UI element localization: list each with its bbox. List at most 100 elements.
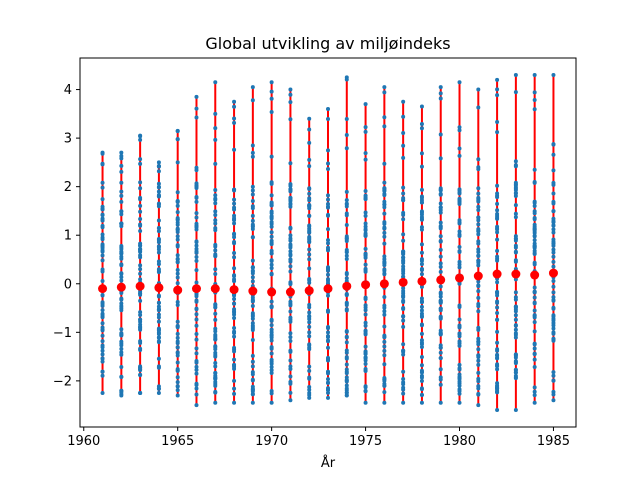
observation-point	[401, 114, 406, 119]
observation-point	[250, 184, 255, 189]
observation-point	[326, 161, 330, 166]
observation-point	[344, 77, 349, 82]
observation-point	[175, 325, 180, 330]
observation-point	[194, 243, 199, 248]
observation-point	[438, 220, 443, 225]
observation-point	[138, 134, 143, 139]
observation-point	[250, 265, 255, 270]
observation-point	[551, 336, 556, 341]
observation-point	[438, 264, 443, 269]
observation-point	[156, 339, 161, 344]
observation-point	[307, 206, 312, 211]
observation-point	[175, 256, 180, 261]
observation-point	[495, 120, 500, 125]
mean-point	[492, 269, 502, 279]
observation-point	[194, 386, 199, 391]
observation-point	[476, 327, 481, 332]
observation-point	[419, 250, 424, 255]
observation-point	[532, 238, 537, 243]
observation-point	[401, 294, 406, 299]
observation-point	[232, 316, 237, 321]
observation-point	[194, 299, 199, 304]
observation-point	[495, 383, 500, 388]
observation-point	[194, 371, 199, 376]
observation-point	[344, 146, 349, 151]
observation-point	[551, 398, 556, 403]
observation-point	[363, 157, 368, 162]
observation-point	[363, 129, 368, 134]
observation-point	[194, 268, 199, 273]
observation-point	[326, 205, 330, 210]
observation-point	[175, 300, 180, 305]
observation-point	[250, 387, 255, 392]
observation-point	[307, 345, 312, 350]
observation-point	[213, 364, 218, 369]
observation-point	[307, 393, 312, 398]
observation-point	[213, 361, 218, 366]
observation-point	[401, 342, 406, 347]
observation-point	[476, 279, 481, 284]
observation-point	[250, 311, 255, 316]
observation-point	[213, 218, 218, 223]
observation-point	[194, 381, 199, 386]
observation-point	[344, 236, 349, 241]
observation-point	[495, 367, 500, 372]
observation-point	[382, 241, 387, 246]
observation-point	[476, 304, 481, 309]
observation-point	[119, 275, 124, 280]
observation-point	[307, 266, 312, 271]
observation-point	[363, 102, 368, 107]
observation-point	[288, 161, 293, 166]
observation-point	[495, 364, 500, 369]
observation-point	[288, 257, 293, 262]
observation-point	[119, 278, 124, 283]
observation-point	[213, 196, 218, 201]
observation-point	[100, 359, 105, 364]
observation-point	[194, 317, 199, 322]
observation-point	[457, 362, 462, 367]
observation-point	[457, 305, 462, 310]
observation-point	[288, 226, 293, 231]
observation-point	[495, 77, 500, 82]
observation-point	[495, 390, 500, 395]
observation-point	[382, 344, 387, 349]
observation-point	[232, 235, 237, 240]
observation-point	[363, 151, 368, 156]
observation-point	[138, 228, 143, 233]
observation-point	[250, 213, 255, 218]
observation-point	[250, 338, 255, 343]
observation-point	[232, 301, 237, 306]
observation-point	[532, 289, 537, 294]
observation-point	[288, 245, 293, 250]
observation-point	[194, 250, 199, 255]
observation-point	[551, 168, 556, 173]
observation-point	[363, 227, 368, 232]
x-tick-label: 1985	[537, 434, 570, 449]
observation-point	[363, 368, 368, 373]
observation-point	[156, 218, 161, 223]
year-group	[436, 85, 446, 405]
observation-point	[269, 365, 274, 370]
observation-point	[382, 324, 387, 329]
observation-point	[401, 286, 406, 291]
observation-point	[551, 230, 556, 235]
observation-point	[138, 180, 143, 185]
observation-point	[457, 383, 462, 388]
observation-point	[532, 313, 537, 318]
observation-point	[100, 391, 105, 396]
observation-point	[269, 216, 274, 221]
observation-point	[344, 133, 349, 138]
observation-point	[476, 347, 481, 352]
mean-point	[473, 271, 483, 281]
observation-point	[476, 157, 481, 162]
observation-point	[401, 387, 406, 392]
observation-point	[232, 277, 237, 282]
observation-point	[194, 258, 199, 263]
observation-point	[232, 274, 237, 279]
observation-point	[119, 374, 124, 379]
observation-point	[495, 355, 500, 360]
observation-point	[363, 344, 368, 349]
observation-point	[419, 296, 424, 301]
year-group	[361, 102, 371, 405]
observation-point	[288, 364, 293, 369]
